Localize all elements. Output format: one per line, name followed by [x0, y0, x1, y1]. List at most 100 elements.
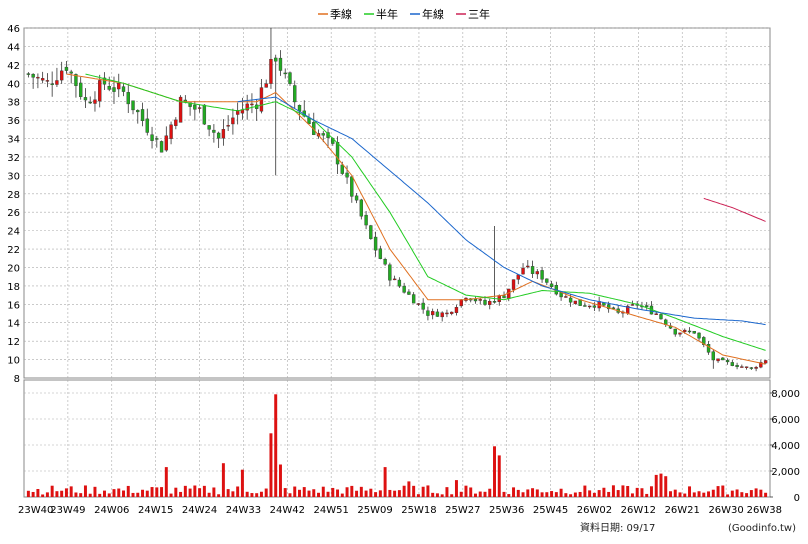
- candle-body: [164, 135, 168, 151]
- volume-bar: [707, 491, 711, 497]
- candle-body: [559, 292, 563, 298]
- candle-body: [150, 134, 154, 141]
- candle-body: [36, 76, 40, 79]
- volume-plot-area: [23, 379, 771, 498]
- volume-bar: [378, 490, 382, 497]
- candle-body: [107, 86, 111, 90]
- volume-bar: [488, 488, 492, 497]
- volume-bar: [355, 490, 359, 497]
- x-tick-label: 26W30: [708, 505, 743, 516]
- price-tick-label: 34: [7, 135, 20, 146]
- volume-bar: [393, 490, 397, 497]
- volume-bar: [535, 489, 539, 497]
- data-date-label: 資料日期: 09/17: [580, 521, 655, 534]
- volume-bar: [588, 490, 592, 497]
- volume-bar: [188, 488, 192, 497]
- candle-body: [411, 294, 416, 304]
- candle-body: [530, 266, 535, 274]
- volume-bar: [716, 486, 720, 497]
- source-label: (Goodinfo.tw): [728, 523, 796, 534]
- volume-bar: [435, 493, 439, 497]
- volume-bar: [659, 473, 663, 497]
- price-tick-label: 14: [7, 319, 20, 330]
- ma-line-3: [237, 96, 766, 326]
- candle-body: [131, 100, 135, 111]
- volume-bar: [69, 486, 73, 497]
- candle-body: [383, 259, 387, 265]
- candle-body: [511, 279, 516, 290]
- volume-bars: [26, 394, 768, 497]
- candle-body: [673, 328, 677, 335]
- candle-body: [359, 199, 364, 217]
- volume-bar: [350, 485, 354, 497]
- volume-bar: [183, 485, 187, 497]
- volume-bar: [288, 493, 292, 497]
- volume-bar: [179, 491, 183, 497]
- candle-body: [40, 78, 45, 81]
- candle-body: [55, 80, 59, 85]
- volume-bar: [640, 488, 644, 497]
- volume-bar: [293, 486, 297, 497]
- volume-bar: [431, 492, 435, 497]
- candle-body: [283, 72, 287, 75]
- candle-body: [454, 307, 459, 313]
- volume-bar: [697, 491, 701, 497]
- volume-bar: [692, 492, 696, 497]
- candle-body: [288, 72, 292, 84]
- volume-bar: [259, 491, 263, 497]
- volume-bar: [160, 487, 164, 497]
- volume-bar: [464, 485, 468, 497]
- volume-bar: [454, 480, 458, 497]
- volume-bar: [250, 493, 254, 497]
- candle-body: [193, 104, 197, 110]
- candle-body: [526, 265, 530, 268]
- price-tick-label: 46: [7, 24, 20, 35]
- candle-body: [445, 312, 449, 315]
- candle-body: [364, 214, 368, 226]
- candle-body: [564, 296, 568, 298]
- volume-bar: [578, 491, 582, 497]
- candle-body: [535, 271, 539, 275]
- volume-bar: [274, 394, 278, 497]
- candle-body: [702, 337, 706, 345]
- candle-body: [45, 80, 50, 82]
- volume-bar: [269, 433, 273, 497]
- volume-bar: [345, 487, 349, 497]
- volume-bar: [122, 490, 125, 497]
- candle-body: [354, 195, 359, 201]
- price-tick-label: 8: [14, 374, 20, 385]
- ma-line-4: [703, 197, 766, 222]
- candle-body: [169, 124, 173, 139]
- volume-bar: [74, 492, 78, 497]
- volume-bar: [749, 490, 753, 497]
- volume-bar: [649, 486, 653, 497]
- volume-bar: [240, 469, 244, 497]
- volume-bar: [735, 489, 739, 497]
- candle-body: [274, 57, 278, 62]
- volume-bar: [302, 487, 306, 497]
- volume-bar: [174, 487, 178, 497]
- x-tick-label: 26W38: [747, 505, 782, 516]
- volume-bar: [383, 467, 387, 497]
- candle-body: [121, 86, 126, 92]
- candle-body: [478, 299, 482, 301]
- volume-bar: [473, 493, 477, 497]
- volume-bar: [412, 485, 416, 497]
- candle-body: [687, 330, 692, 333]
- legend-label-4: 三年: [468, 7, 490, 21]
- volume-bar: [60, 490, 64, 497]
- volume-bar: [126, 485, 130, 497]
- volume-bar: [369, 488, 373, 497]
- candle-body: [207, 125, 211, 130]
- volume-bar: [497, 455, 501, 497]
- volume-bar: [478, 491, 482, 497]
- candle-body: [749, 367, 754, 369]
- volume-bar: [521, 492, 525, 497]
- candle-body: [345, 172, 349, 178]
- candle-body: [93, 99, 97, 104]
- candle-body: [197, 107, 202, 109]
- volume-bar: [169, 493, 173, 497]
- volume-bar: [602, 487, 606, 497]
- candle-body: [245, 103, 249, 111]
- volume-bar: [554, 492, 558, 497]
